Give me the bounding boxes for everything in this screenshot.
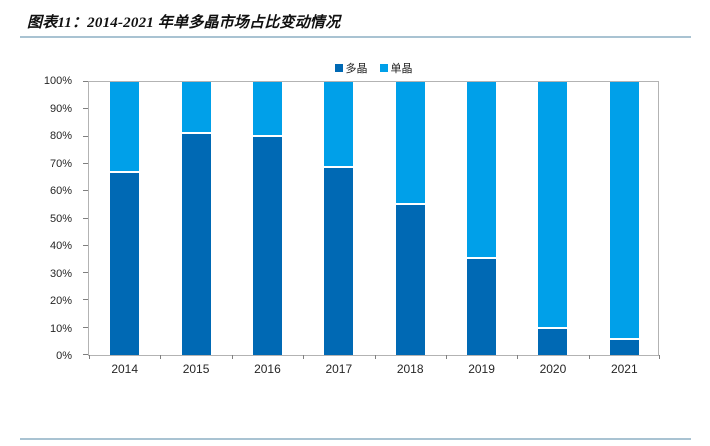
y-axis-tick	[83, 244, 88, 246]
footer-rule	[20, 438, 691, 440]
x-axis-label: 2017	[325, 362, 353, 376]
bar-segment-单晶-2020	[538, 82, 568, 330]
plot-area: 2014 2015 2016 2017 2018 2019 2020 2021	[83, 81, 660, 376]
bar-segment-多晶-2017	[324, 168, 354, 355]
stacked-bar-2021	[609, 82, 639, 355]
x-axis-label: 2018	[396, 362, 424, 376]
x-axis-label: 2020	[539, 362, 567, 376]
y-axis-tick	[83, 299, 88, 301]
bar-segment-多晶-2016	[252, 136, 282, 355]
stacked-bar-2014	[110, 82, 140, 355]
y-axis-tick	[83, 217, 88, 219]
stacked-bar-2017	[324, 82, 354, 355]
legend-swatch-icon	[334, 64, 343, 72]
stacked-bar-2016	[252, 82, 282, 355]
bar-segment-多晶-2021	[609, 340, 639, 355]
stacked-bar-2019	[467, 82, 497, 355]
bar-segment-多晶-2019	[467, 259, 497, 355]
y-axis-label: 40%	[49, 240, 72, 252]
x-axis-tick	[659, 355, 660, 359]
x-axis-tick	[374, 355, 376, 359]
y-axis-label: 0%	[56, 350, 72, 362]
y-axis-tick	[83, 326, 88, 328]
stacked-bar-2020	[538, 82, 568, 355]
bar-segment-单晶-2016	[252, 82, 282, 137]
chart-title: 图表11：2014-2021 年单多晶市场占比变动情况	[27, 15, 341, 31]
y-axis-label: 100%	[43, 75, 72, 87]
bar-segment-单晶-2019	[467, 82, 497, 260]
y-axis-tick	[83, 354, 88, 355]
title-underline	[20, 36, 691, 38]
y-axis-tick	[83, 135, 88, 137]
x-axis-label: 2016	[254, 362, 281, 376]
x-axis-tick	[303, 355, 305, 359]
x-axis-tick	[231, 355, 233, 359]
stacked-bar-2015	[181, 82, 211, 355]
y-axis-label: 30%	[49, 267, 72, 280]
y-axis: 0% 10% 20% 30% 40% 50% 60% 70% 80% 90% 100%	[0, 75, 80, 362]
bar-segment-多晶-2015	[181, 133, 211, 355]
y-axis-tick	[83, 81, 88, 82]
legend-label: 多晶	[345, 63, 368, 75]
x-axis-label: 2015	[182, 362, 210, 376]
legend-label: 单晶	[390, 63, 413, 75]
legend-item-0: 多晶	[334, 60, 368, 76]
bar-segment-单晶-2017	[324, 82, 354, 168]
bar-segment-多晶-2018	[395, 204, 425, 355]
y-axis-label: 70%	[49, 157, 72, 170]
x-axis-tick	[160, 355, 162, 359]
y-axis-tick	[83, 162, 88, 164]
x-axis-label: 2021	[610, 362, 638, 376]
y-axis-tick	[83, 190, 88, 192]
y-axis-tick	[83, 108, 88, 110]
bar-segment-多晶-2014	[110, 173, 140, 355]
x-axis-label: 2014	[111, 362, 139, 376]
x-axis-tick	[89, 355, 90, 359]
bar-segment-多晶-2020	[538, 329, 568, 355]
legend-swatch-icon	[379, 64, 388, 72]
bar-segment-单晶-2018	[395, 82, 425, 205]
y-axis-label: 90%	[49, 102, 72, 115]
bar-segment-单晶-2021	[609, 82, 639, 340]
y-axis-label: 10%	[49, 322, 72, 335]
y-axis-tick	[83, 272, 88, 274]
stacked-bar-2018	[395, 82, 425, 355]
x-axis-tick	[588, 355, 590, 359]
x-axis-tick	[445, 355, 447, 359]
bar-segment-单晶-2015	[181, 82, 211, 134]
bar-segment-单晶-2014	[110, 82, 140, 174]
x-axis-tick	[517, 355, 519, 359]
chart-legend: 多晶 单晶	[88, 60, 659, 76]
y-axis-label: 20%	[49, 295, 72, 307]
legend-item-1: 单晶	[379, 60, 413, 76]
y-axis-label: 50%	[49, 212, 72, 225]
x-axis-label: 2019	[468, 362, 495, 376]
y-axis-label: 80%	[49, 130, 72, 142]
y-axis-label: 60%	[49, 185, 72, 197]
